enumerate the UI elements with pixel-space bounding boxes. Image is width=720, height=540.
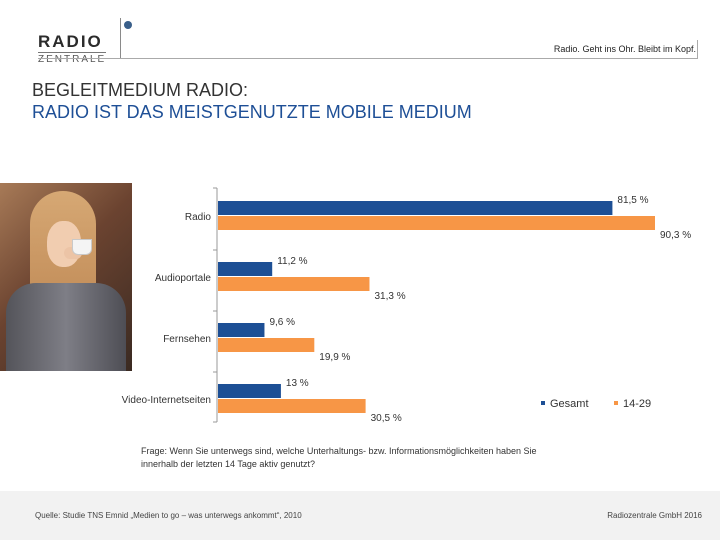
data-label: 9,6 %	[269, 317, 295, 328]
page-title: BEGLEITMEDIUM RADIO: RADIO IST DAS MEIST…	[32, 79, 472, 123]
woman-with-cup-photo	[0, 183, 132, 371]
bar-gesamt	[218, 201, 613, 215]
bar-chart: Radio 81,5 % 90,3 % Audioportale 11,2 % 31,3 …	[122, 187, 691, 424]
data-label: 11,2 %	[277, 256, 307, 267]
bar-14-29	[218, 216, 655, 230]
title-line-2: RADIO IST DAS MEISTGENUTZTE MOBILE MEDIU…	[32, 102, 472, 122]
logo-dot-icon	[124, 21, 132, 29]
data-label: 19,9 %	[319, 352, 350, 363]
data-label: 81,5 %	[617, 195, 648, 206]
data-label: 90,3 %	[660, 230, 691, 241]
bar-gesamt	[218, 323, 265, 337]
bar-gesamt	[218, 384, 281, 398]
data-label: 13 %	[286, 378, 309, 389]
logo-divider	[120, 18, 121, 58]
copyright: Radiozentrale GmbH 2016	[607, 511, 702, 520]
category-label: Video-Internetseiten	[122, 395, 211, 406]
footer: Quelle: Studie TNS Emnid „Medien to go –…	[0, 491, 720, 540]
source-note: Quelle: Studie TNS Emnid „Medien to go –…	[35, 511, 302, 520]
header-divider	[38, 58, 698, 59]
survey-question: Frage: Wenn Sie unterwegs sind, welche U…	[141, 446, 537, 469]
data-label: 31,3 %	[374, 291, 405, 302]
category-label: Audioportale	[155, 273, 212, 284]
category-label: Radio	[185, 212, 212, 223]
legend-swatch	[541, 401, 545, 405]
bar-14-29	[218, 399, 366, 413]
slogan: Radio. Geht ins Ohr. Bleibt im Kopf.	[553, 44, 696, 54]
title-line-1: BEGLEITMEDIUM RADIO:	[32, 80, 249, 100]
data-label: 30,5 %	[371, 413, 402, 424]
bar-14-29	[218, 338, 315, 352]
legend-swatch	[614, 401, 618, 405]
legend-label: 14-29	[623, 398, 651, 410]
radio-zentrale-logo: RADIO ZENTRALE	[38, 18, 134, 65]
category-label: Fernsehen	[163, 334, 211, 345]
header-divider-tick	[697, 40, 698, 58]
logo-zentrale-text: ZENTRALE	[38, 52, 107, 65]
legend-label: Gesamt	[550, 398, 589, 410]
logo-radio-text: RADIO	[38, 32, 103, 51]
bar-gesamt	[218, 262, 273, 276]
bar-14-29	[218, 277, 370, 291]
